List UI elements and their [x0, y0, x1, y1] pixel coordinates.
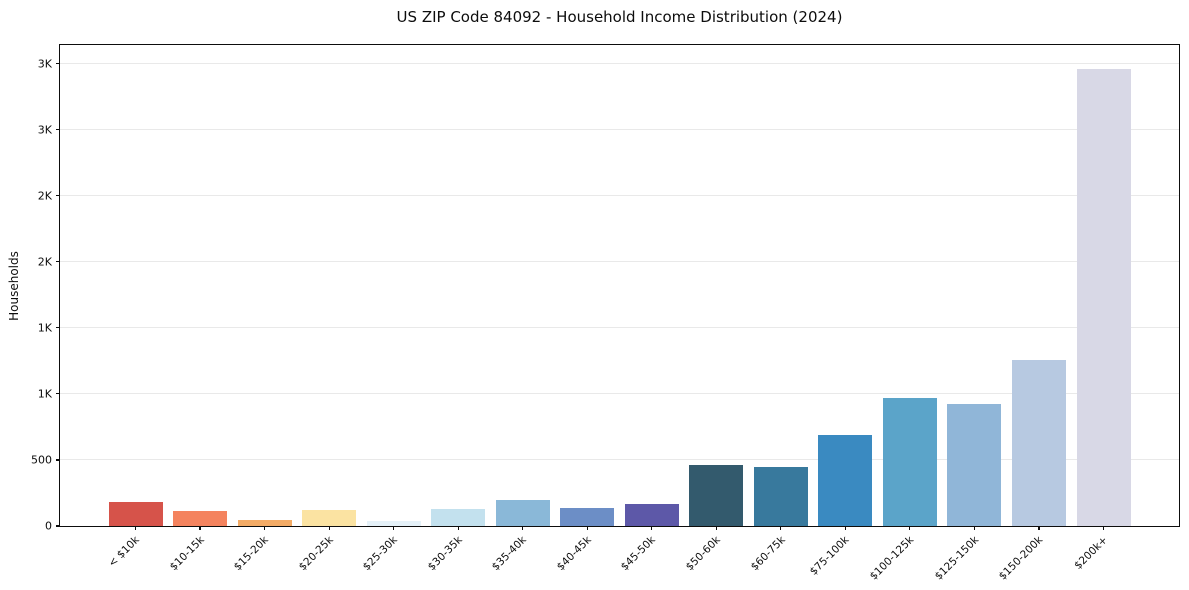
bar: [753, 467, 808, 526]
x-tick-label-text: $25-30k: [361, 534, 401, 574]
chart-title: US ZIP Code 84092 - Household Income Dis…: [396, 8, 843, 26]
x-tick-mark: [522, 526, 524, 530]
x-tick-mark: [199, 526, 201, 530]
x-tick-mark: [328, 526, 330, 530]
y-tick-label: 3K: [37, 123, 52, 137]
y-tick-mark: [56, 195, 60, 197]
bar: [108, 501, 163, 526]
y-tick-mark: [56, 261, 60, 263]
x-tick-label-text: $30-35k: [425, 534, 465, 574]
x-tick-label-text: $10-15k: [167, 534, 207, 574]
y-tick-mark: [56, 128, 60, 131]
x-tick-mark: [263, 526, 266, 530]
y-tick-label: 1K: [37, 321, 52, 335]
gridline: [60, 459, 1179, 461]
y-tick-label: 500: [31, 453, 52, 467]
gridline: [60, 327, 1179, 329]
x-tick-mark: [393, 526, 395, 530]
gridline: [60, 63, 1179, 64]
x-tick-label-text: $15-20k: [231, 534, 272, 574]
y-tick-label: 2K: [37, 255, 52, 269]
y-tick-label: 1K: [37, 387, 52, 401]
x-tick-label-text: $100-125k: [867, 534, 917, 583]
x-tick-mark: [1038, 526, 1040, 530]
bar: [624, 503, 679, 526]
x-tick-label-text: $60-75k: [748, 534, 788, 574]
bar: [689, 464, 744, 526]
y-tick-label: 0: [45, 519, 52, 533]
bar: [818, 435, 873, 526]
y-tick-mark: [56, 327, 60, 329]
x-tick-mark: [1102, 526, 1105, 530]
y-tick-mark: [56, 62, 60, 65]
x-tick-label-text: $125-150k: [932, 534, 981, 583]
x-tick-mark: [844, 526, 846, 530]
x-tick-mark: [909, 526, 911, 530]
x-tick-mark: [586, 526, 588, 530]
bar: [366, 520, 421, 526]
x-tick-mark: [651, 526, 653, 530]
bar: [882, 397, 937, 526]
x-tick-label-text: $20-25k: [296, 534, 336, 574]
x-tick-label-text: $75-100k: [808, 534, 852, 578]
y-tick-label: 3K: [37, 57, 52, 70]
gridline: [60, 195, 1179, 197]
bar: [560, 507, 615, 526]
y-tick-mark: [56, 525, 60, 527]
x-tick-label-text: $45-50k: [619, 534, 659, 574]
bar: [1011, 359, 1066, 526]
plot-area: 0 500 1K 1K 2K 2K 3K 3K < $10k $10-15k $15-20k $20-…: [31, 44, 1180, 583]
x-tick-mark: [134, 526, 137, 530]
x-tick-label-text: $35-40k: [490, 534, 530, 574]
x-tick-label-text: $200k+: [1072, 534, 1110, 572]
bar: [495, 500, 550, 526]
x-tick-label-text: $50-60k: [683, 534, 723, 574]
x-tick-mark: [715, 526, 717, 530]
gridline: [60, 393, 1179, 395]
x-tick-label-text: $150-200k: [996, 534, 1046, 583]
bar: [1076, 68, 1131, 526]
bar: [237, 519, 292, 526]
gridline: [60, 129, 1179, 131]
x-tick-mark: [457, 526, 459, 530]
bar: [947, 404, 1002, 526]
y-tick-mark: [56, 393, 60, 395]
x-tick-mark: [973, 526, 976, 530]
bar: [431, 509, 486, 526]
x-tick-mark: [780, 526, 782, 530]
y-tick-mark: [56, 459, 60, 461]
y-tick-label: 2K: [37, 189, 52, 203]
bar: [173, 511, 228, 526]
y-axis-title: Households: [7, 251, 21, 321]
bar: [302, 509, 357, 526]
x-tick-label-text: $40-45k: [554, 534, 594, 574]
gridline: [60, 261, 1179, 263]
x-tick-label-text: < $10k: [106, 534, 142, 570]
